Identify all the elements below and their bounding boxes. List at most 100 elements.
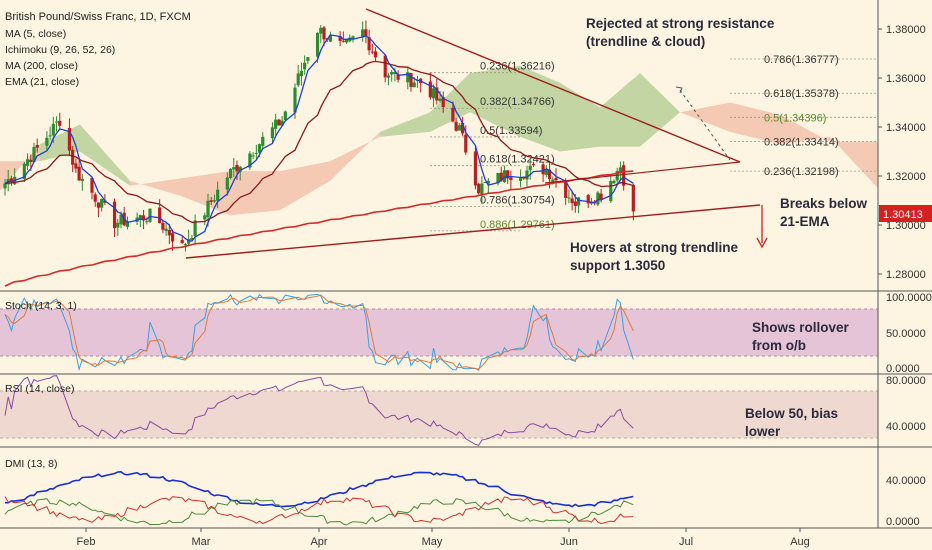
candle-body (599, 193, 603, 200)
price-tick-label: 1.38000 (886, 24, 926, 36)
cloud-segment (470, 65, 520, 137)
rsi-line (4, 375, 634, 446)
indicator-lines (4, 293, 634, 526)
candle-body (103, 200, 107, 203)
candle-body (167, 229, 171, 236)
stoch-title: Stoch (14, 3, 1) (5, 300, 77, 312)
candle-body (125, 221, 130, 227)
time-tick-label: Apr (310, 536, 327, 548)
candle-body (71, 149, 75, 165)
candle-body (483, 182, 487, 184)
candle-body (451, 107, 455, 122)
price-tick-label: 1.30000 (886, 220, 926, 232)
candle-body (48, 135, 52, 137)
rejection-pointer-head (675, 86, 683, 94)
cloud-segment (520, 65, 560, 152)
dmi-plus-line (4, 498, 634, 526)
candle-body (564, 181, 568, 198)
candle-body (161, 222, 165, 230)
ma5-line (4, 34, 634, 242)
candle-body (551, 179, 555, 182)
candle-body (187, 239, 191, 244)
candle-body (338, 36, 342, 41)
candle-body (232, 167, 236, 170)
dmi-title: DMI (13, 8) (5, 458, 58, 470)
fib-right-label: 0.618(1.35378) (764, 88, 839, 100)
cloud-segment (80, 124, 130, 186)
candle-body (283, 111, 287, 120)
candle-body (77, 166, 81, 181)
stoch-d-line (4, 294, 634, 370)
cloud-segment (330, 131, 380, 181)
last-price-label: 1.30413 (883, 209, 923, 221)
candle-body (54, 121, 59, 123)
candle-body (609, 181, 613, 202)
candle-body (80, 178, 84, 182)
fib-left-label: 0.382(1.34766) (480, 96, 555, 108)
candle-body (477, 183, 481, 194)
candle-body (344, 39, 349, 43)
last-price-tag (879, 205, 932, 222)
cloud-segment (680, 102, 730, 132)
candle-body (183, 244, 188, 246)
legend-ema21: EMA (21, close) (5, 76, 79, 88)
fib-right-label: 0.236(1.32198) (764, 166, 839, 178)
candle-body (67, 127, 72, 151)
candle-body (364, 29, 368, 37)
candle-body (9, 178, 14, 183)
candle-body (525, 170, 529, 180)
rsi-title: RSI (14, close) (5, 383, 74, 395)
rsi-note-line2: lower (745, 424, 781, 439)
candle-body (522, 177, 526, 179)
cloud-segment (730, 102, 780, 145)
candle-body (35, 144, 39, 148)
candle-body (567, 197, 571, 199)
ma200-line (4, 170, 634, 287)
candle-body (209, 200, 213, 202)
candle-body (296, 73, 300, 86)
price-tick-label: 1.32000 (886, 171, 926, 183)
cloud-segment (380, 112, 430, 137)
candle-body (274, 119, 278, 129)
candlesticks (3, 20, 635, 252)
candle-body (506, 170, 510, 179)
candle-body (51, 123, 55, 136)
cloud-segment (640, 73, 680, 147)
candle-body (58, 120, 62, 126)
neckline (544, 161, 741, 184)
candle-body (238, 166, 242, 172)
fib-left-label: 0.786(1.30754) (480, 195, 555, 207)
candle-body (74, 163, 78, 169)
down-arrow-head (756, 237, 768, 249)
candle-body (373, 51, 378, 58)
candle-body (303, 62, 307, 70)
rsi-tick-label: 40.0000 (886, 421, 926, 433)
time-tick-label: Mar (192, 536, 211, 548)
candle-body (428, 81, 432, 98)
candle-body (280, 120, 284, 126)
fib-right-label: 0.382(1.33414) (764, 136, 839, 148)
legend-ma5: MA (5, close) (5, 28, 66, 40)
candle-body (454, 121, 458, 131)
candle-body (164, 228, 168, 232)
candle-body (116, 222, 120, 228)
fibonacci-retracement: 0.236(1.36216)0.382(1.34766)0.5(1.33594)… (430, 54, 878, 232)
candle-body (212, 200, 217, 202)
rejection-pointer (679, 89, 731, 161)
candle-body (586, 195, 590, 204)
candle-body (112, 201, 117, 229)
axes: 1.28000 1.30000 1.32000 1.34000 1.36000 1.380… (77, 24, 932, 548)
cloud-segment (560, 82, 600, 152)
annotation-support-line2: support 1.3050 (570, 258, 665, 273)
candle-body (573, 201, 577, 206)
fib-right-label: 0.5(1.34396) (764, 112, 826, 124)
time-tick-label: Jul (679, 536, 693, 548)
candle-body (25, 159, 30, 166)
candle-body (90, 178, 94, 193)
candle-body (170, 233, 175, 242)
candle-body (435, 87, 439, 101)
candle-body (119, 214, 123, 225)
annotation-ema-line2: 21-EMA (780, 214, 830, 229)
fib-left-label: 0.5(1.33594) (480, 125, 542, 137)
